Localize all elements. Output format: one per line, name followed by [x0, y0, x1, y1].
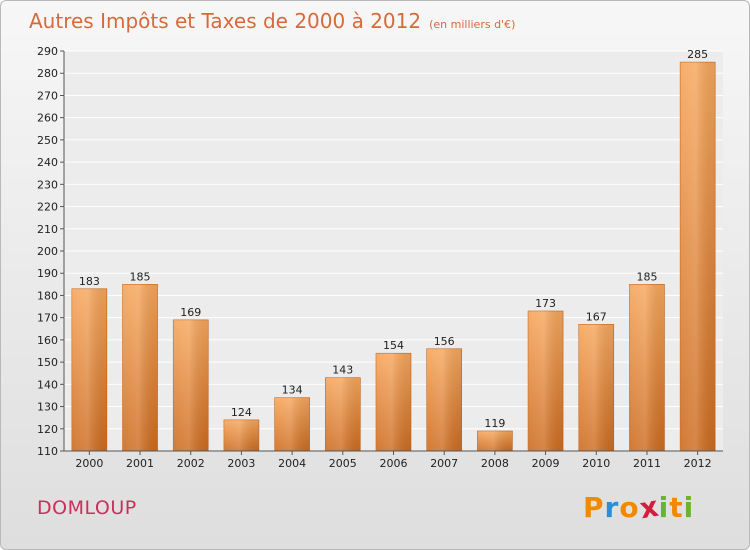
bar-shine-2006 [376, 353, 411, 451]
y-tick-label: 210 [37, 223, 58, 236]
data-label-2000: 183 [79, 275, 100, 288]
data-label-2001: 185 [130, 270, 151, 283]
y-tick-label: 280 [37, 67, 58, 80]
x-tick-label-2009: 2009 [532, 457, 560, 470]
bar-shine-2010 [578, 324, 614, 451]
data-label-2004: 134 [282, 384, 303, 397]
y-tick-label: 240 [37, 156, 58, 169]
y-tick-label: 180 [37, 289, 58, 302]
bar-shine-2001 [122, 284, 158, 451]
y-tick-label: 220 [37, 201, 58, 214]
bar-shine-2008 [477, 431, 513, 451]
y-tick-label: 250 [37, 134, 58, 147]
bar-shine-2012 [680, 62, 716, 451]
x-tick-label-2000: 2000 [75, 457, 103, 470]
proxiti-logo: Proxiti [583, 490, 695, 526]
data-label-2008: 119 [484, 417, 505, 430]
logo-letter: i [683, 491, 695, 524]
y-tick-label: 170 [37, 312, 58, 325]
bar-shine-2009 [528, 311, 564, 451]
chart-title-text: Autres Impôts et Taxes de 2000 à 2012 [29, 9, 422, 33]
logo-letter: i [658, 491, 670, 524]
y-tick-label: 230 [37, 178, 58, 191]
bar-shine-2007 [426, 348, 462, 451]
unit-label: (en milliers d'€) [429, 18, 516, 31]
x-tick-label-2007: 2007 [430, 457, 458, 470]
x-tick-label-2005: 2005 [329, 457, 357, 470]
data-label-2002: 169 [180, 306, 201, 319]
x-tick-label-2004: 2004 [278, 457, 306, 470]
data-label-2006: 154 [383, 339, 404, 352]
x-tick-label-2008: 2008 [481, 457, 509, 470]
x-tick-label-2012: 2012 [684, 457, 712, 470]
bar-shine-2003 [223, 419, 259, 451]
x-tick-label-2011: 2011 [633, 457, 661, 470]
y-tick-label: 150 [37, 356, 58, 369]
commune-name: DOMLOUP [37, 497, 137, 519]
y-tick-label: 140 [37, 378, 58, 391]
y-tick-label: 130 [37, 401, 58, 414]
logo-letter: P [583, 491, 605, 524]
data-label-2011: 185 [636, 270, 657, 283]
x-tick-label-2001: 2001 [126, 457, 154, 470]
y-tick-label: 110 [37, 445, 58, 458]
chart-title: Autres Impôts et Taxes de 2000 à 2012 (en… [29, 9, 515, 33]
y-tick-label: 290 [37, 45, 58, 58]
data-label-2009: 173 [535, 297, 556, 310]
bar-shine-2000 [71, 288, 107, 451]
y-tick-label: 120 [37, 423, 58, 436]
data-label-2007: 156 [434, 335, 455, 348]
x-tick-label-2003: 2003 [227, 457, 255, 470]
logo-letter: o [619, 491, 640, 524]
y-tick-label: 270 [37, 89, 58, 102]
data-label-2003: 124 [231, 406, 252, 419]
y-tick-label: 190 [37, 267, 58, 280]
y-tick-label: 160 [37, 334, 58, 347]
bar-shine-2002 [173, 319, 209, 451]
y-tick-label: 260 [37, 112, 58, 125]
y-tick-label: 200 [37, 245, 58, 258]
bar-shine-2004 [274, 397, 310, 451]
logo-letter: r [604, 491, 620, 524]
data-label-2005: 143 [332, 364, 353, 377]
x-tick-label-2006: 2006 [380, 457, 408, 470]
x-tick-label-2010: 2010 [582, 457, 610, 470]
bar-shine-2011 [629, 284, 665, 451]
data-label-2012: 285 [687, 48, 708, 61]
data-label-2010: 167 [586, 310, 607, 323]
x-tick-label-2002: 2002 [177, 457, 205, 470]
logo-letter: t [669, 491, 684, 524]
bar-shine-2005 [325, 377, 361, 451]
